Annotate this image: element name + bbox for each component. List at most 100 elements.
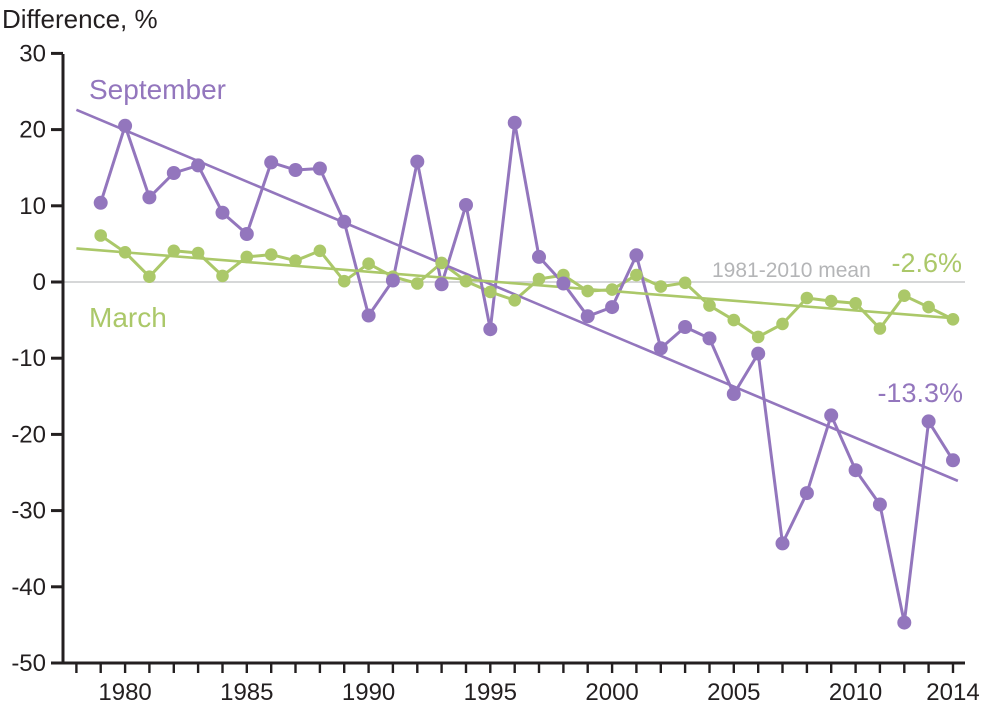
september-data-point <box>921 414 936 429</box>
march-data-point <box>678 276 692 290</box>
march-data-point <box>605 283 619 296</box>
september-data-point <box>239 227 254 241</box>
march-data-point <box>654 280 668 293</box>
september-data-point <box>385 273 400 288</box>
x-axis-tick-label: 2010 <box>829 679 882 706</box>
march-data-point <box>264 248 278 261</box>
september-data-point <box>653 341 668 356</box>
march-data-point <box>435 256 448 270</box>
march-data-point <box>459 274 473 288</box>
september-data-point <box>93 195 108 210</box>
x-axis-tick-label: 2000 <box>585 679 638 706</box>
september-data-point <box>775 536 790 551</box>
march-data-point <box>362 257 375 271</box>
y-axis-tick-label: -50 <box>11 650 46 677</box>
march-data-point <box>337 274 351 288</box>
september-data-point <box>410 154 425 169</box>
x-axis-tick-label: 1995 <box>464 679 517 706</box>
september-trend-value: -13.3% <box>877 378 963 408</box>
march-data-point <box>898 289 911 303</box>
y-axis-tick-label: 10 <box>19 193 46 220</box>
september-data-point <box>215 205 230 220</box>
september-data-point <box>166 166 181 180</box>
september-data-point <box>191 158 206 173</box>
axes <box>61 54 965 665</box>
y-axis-tick-label: -40 <box>11 574 46 601</box>
september-data-point <box>264 155 279 170</box>
mean-reference-label: 1981-2010 mean <box>712 259 871 282</box>
september-data-point <box>872 497 887 512</box>
y-axis-tick-label: 0 <box>33 269 46 296</box>
y-axis-tick-label: -10 <box>11 345 46 372</box>
x-axis-tick-label: 1990 <box>342 679 395 706</box>
september-data-point <box>605 300 620 315</box>
september-data-point <box>678 320 693 334</box>
march-data-point <box>776 317 789 331</box>
march-data-point <box>703 299 716 312</box>
september-data-point <box>142 190 157 205</box>
september-data-point <box>507 115 522 130</box>
september-data-point <box>848 463 863 478</box>
march-series-line <box>99 234 954 339</box>
september-data-point <box>824 408 839 423</box>
march-data-point <box>94 229 107 242</box>
march-data-point <box>630 268 643 282</box>
september-data-point <box>361 308 376 323</box>
september-data-point <box>337 214 352 229</box>
march-data-point <box>849 297 862 310</box>
september-data-point <box>556 276 571 291</box>
september-data-point <box>897 615 912 630</box>
september-data-point <box>799 486 814 501</box>
march-data-point <box>167 244 181 258</box>
y-axis-tick-label: 20 <box>19 117 46 144</box>
march-data-point <box>216 269 229 283</box>
march-data-point <box>873 322 887 335</box>
september-series-label: September <box>89 74 226 105</box>
september-data-point <box>532 249 546 264</box>
y-axis-tick-label: -20 <box>11 421 46 448</box>
september-data-point <box>434 277 449 292</box>
march-trend-line <box>76 247 958 320</box>
march-data-point <box>143 270 156 284</box>
x-axis-tick-label: 1985 <box>220 679 273 706</box>
march-data-point <box>824 294 838 308</box>
march-data-point <box>289 254 302 267</box>
x-axis-tick-label: 2014 <box>926 679 979 706</box>
september-data-point <box>459 198 473 212</box>
september-series-line <box>99 121 955 625</box>
march-data-point <box>484 285 497 299</box>
september-data-point <box>483 322 498 337</box>
september-data-point <box>580 309 595 324</box>
march-data-point <box>313 244 327 258</box>
september-data-point <box>946 453 960 468</box>
september-data-point <box>312 161 327 176</box>
september-data-point <box>726 387 741 401</box>
march-data-point <box>240 250 254 264</box>
september-data-point <box>702 331 717 346</box>
x-axis-tick-label: 2005 <box>707 679 760 706</box>
march-data-point <box>532 272 546 286</box>
y-axis-tick-label: -30 <box>11 498 46 525</box>
september-data-point <box>288 163 303 177</box>
september-data-point <box>118 118 133 133</box>
y-axis-tick-label: 30 <box>19 40 46 67</box>
march-trend-value: -2.6% <box>891 248 962 278</box>
march-data-point <box>508 294 521 307</box>
chart-title: Difference, % <box>2 4 158 34</box>
september-data-point <box>629 248 644 263</box>
march-data-point <box>411 277 424 290</box>
x-axis-tick-label: 1980 <box>98 679 151 706</box>
march-data-point <box>946 313 960 326</box>
september-data-point <box>751 346 766 361</box>
march-data-point <box>800 291 814 305</box>
march-series-label: March <box>89 302 167 333</box>
march-data-point <box>727 313 741 327</box>
march-data-point <box>751 330 765 344</box>
march-data-point <box>581 284 594 298</box>
march-data-point <box>191 246 205 260</box>
march-data-point <box>922 300 935 314</box>
march-data-point <box>118 246 132 259</box>
